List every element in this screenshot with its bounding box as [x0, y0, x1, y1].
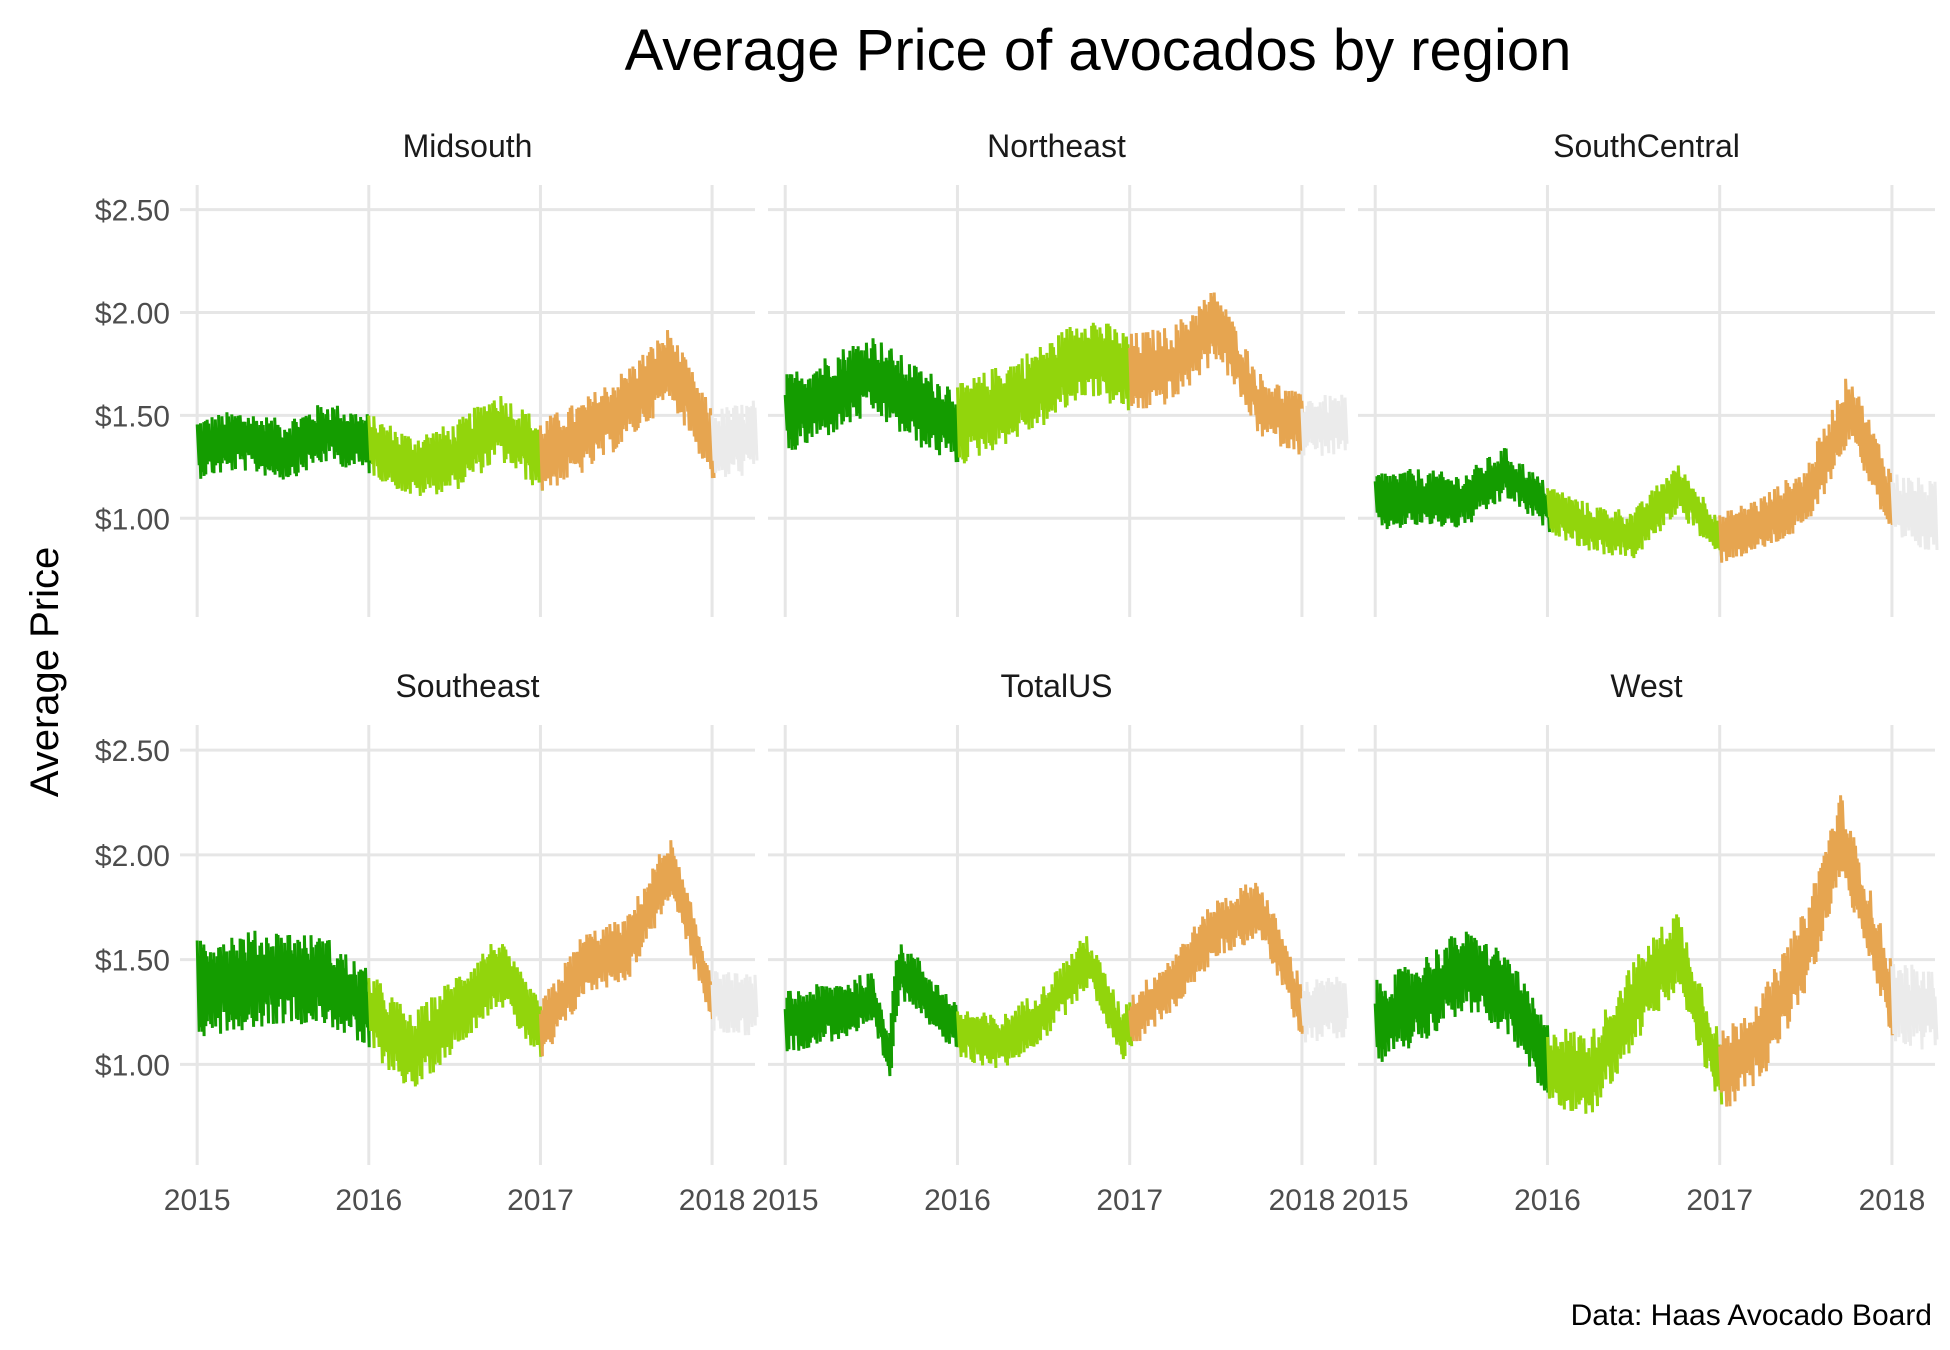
panel-northeast: Northeast: [768, 128, 1349, 617]
series-line-2016: [1546, 914, 1724, 1114]
x-tick-label: 2015: [1342, 1184, 1409, 1217]
x-tick-label: 2016: [1514, 1184, 1581, 1217]
series-line-2015: [1373, 931, 1551, 1098]
y-tick-label: $2.00: [95, 298, 170, 331]
series-line-2016: [956, 322, 1134, 464]
x-tick-label: 2017: [507, 1184, 574, 1217]
x-tick-label: 2016: [335, 1184, 402, 1217]
series-line-2018: [1300, 394, 1349, 456]
y-tick-label: $1.00: [95, 503, 170, 536]
y-tick-label: $2.00: [95, 840, 170, 873]
series-line-2017: [538, 840, 716, 1057]
y-tick-label: $1.50: [95, 945, 170, 978]
panel-title: TotalUS: [1000, 668, 1112, 704]
panel-title: West: [1610, 668, 1682, 704]
series-line-2015: [783, 338, 961, 463]
series-line-2015: [783, 944, 961, 1077]
series-line-2017: [538, 330, 716, 491]
series-line-2016: [367, 944, 544, 1087]
y-axis-label: Average Price: [23, 547, 67, 798]
panels: Midsouth $1.00 $1.50 $2.00 $2.50 Northeast Sou…: [95, 128, 1939, 1217]
series-line-2018: [710, 400, 759, 477]
y-tick-label: $2.50: [95, 735, 170, 768]
series-line-2017: [1718, 378, 1896, 563]
series-line-2016: [1546, 465, 1724, 560]
panel-west: West 2015 2016 2017 2018: [1342, 668, 1939, 1217]
chart-title: Average Price of avocados by region: [625, 18, 1572, 83]
x-tick-label: 2018: [1269, 1184, 1336, 1217]
y-tick-label: $2.50: [95, 195, 170, 228]
series-line-2017: [1128, 882, 1306, 1042]
panel-southeast: Southeast $1.00 $1.50 $2.00 $2.50 2015 2016 201…: [95, 668, 759, 1217]
x-tick-label: 2017: [1096, 1184, 1163, 1217]
series-line-2018: [1890, 963, 1939, 1050]
series-line-2017: [1718, 795, 1896, 1107]
panel-totalus: TotalUS 2015 2016 2017 2018: [752, 668, 1349, 1217]
series-line-2017: [1128, 292, 1306, 455]
series-line-2015: [195, 405, 373, 480]
series-line-2018: [1890, 474, 1939, 551]
panel-title: Midsouth: [403, 128, 533, 164]
x-tick-label: 2017: [1686, 1184, 1753, 1217]
y-tick-label: $1.50: [95, 400, 170, 433]
panel-southcentral: SouthCentral: [1358, 128, 1939, 617]
series-line-2015: [195, 930, 373, 1048]
y-tick-label: $1.00: [95, 1049, 170, 1082]
x-tick-label: 2018: [679, 1184, 746, 1217]
panel-title: Northeast: [987, 128, 1126, 164]
series-line-2016: [367, 396, 544, 496]
panel-title: Southeast: [395, 668, 539, 704]
x-tick-label: 2016: [924, 1184, 991, 1217]
panel-title: SouthCentral: [1553, 128, 1740, 164]
x-tick-label: 2015: [164, 1184, 231, 1217]
x-tick-label: 2018: [1859, 1184, 1926, 1217]
series-line-2016: [956, 936, 1134, 1068]
panel-midsouth: Midsouth $1.00 $1.50 $2.00 $2.50: [95, 128, 759, 617]
caption: Data: Haas Avocado Board: [1571, 1299, 1932, 1332]
series-line-2018: [710, 971, 759, 1036]
x-tick-label: 2015: [752, 1184, 819, 1217]
series-line-2018: [1300, 976, 1349, 1043]
series-line-2015: [1373, 448, 1551, 533]
